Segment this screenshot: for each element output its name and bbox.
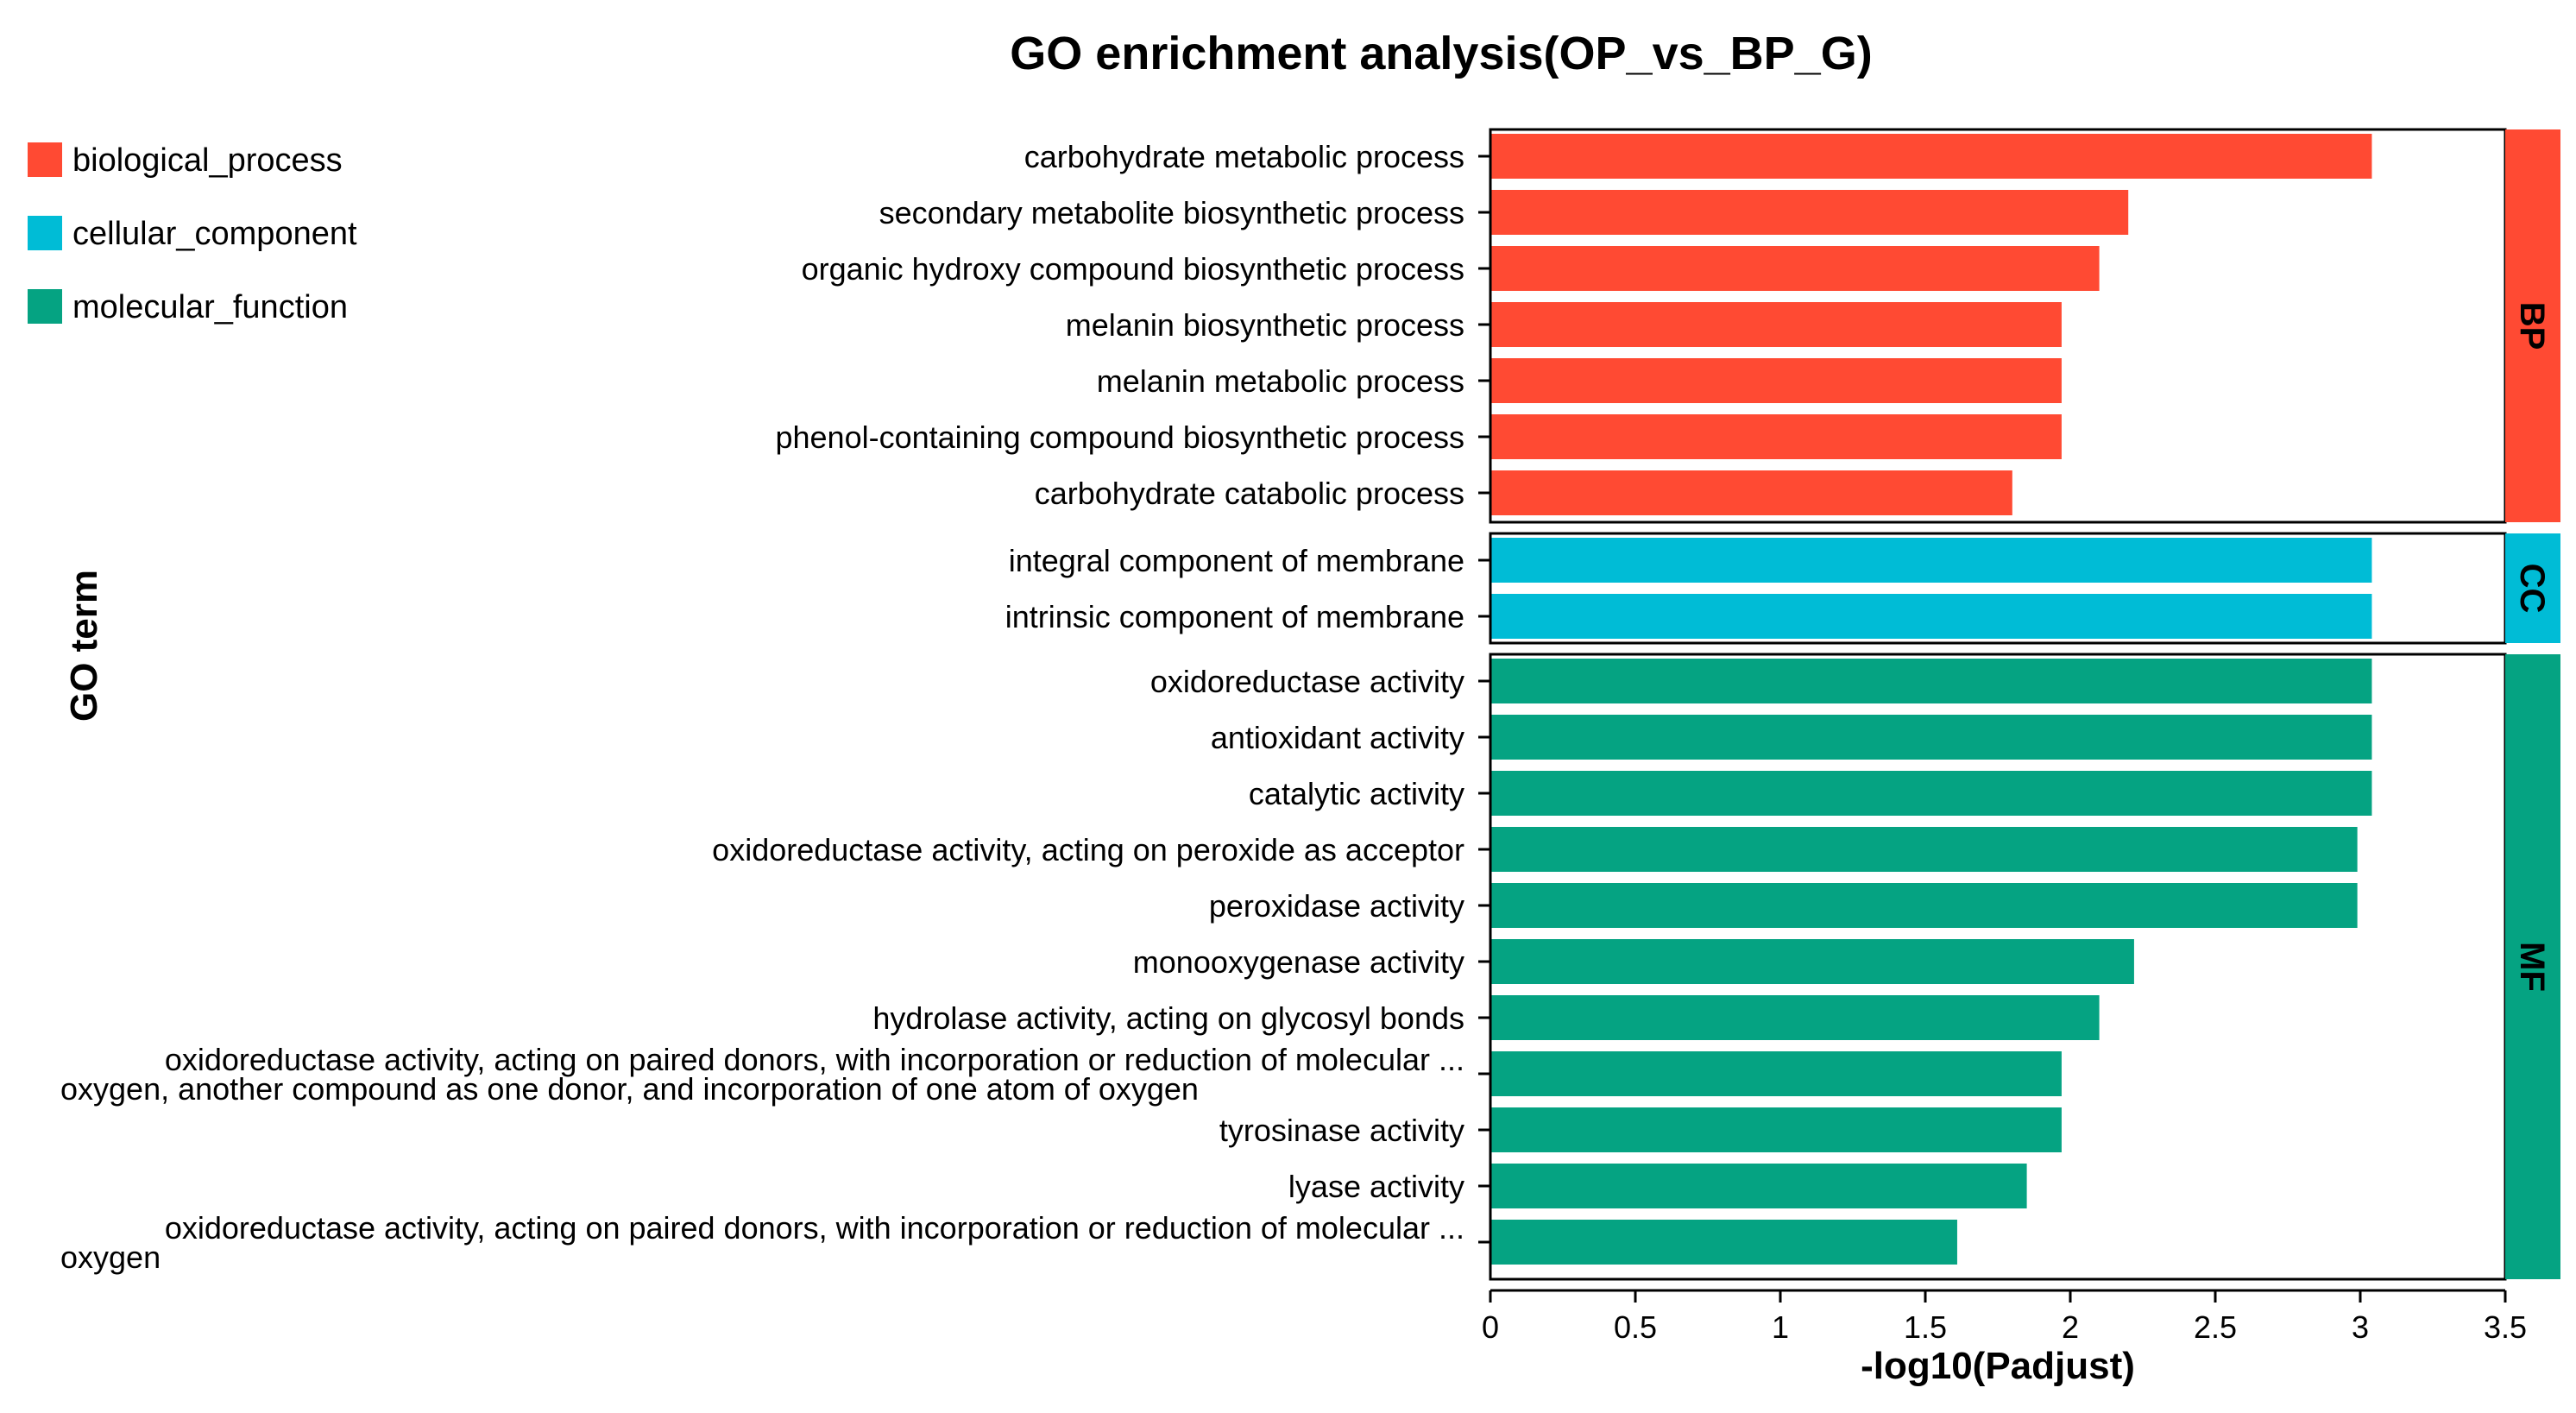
- panel-strip-BP: [2505, 129, 2560, 522]
- x-tick-label: 3.5: [2484, 1309, 2527, 1345]
- bar-BP-1: [1490, 190, 2129, 235]
- bar-BP-4: [1490, 358, 2062, 403]
- bar-BP-0: [1490, 134, 2372, 179]
- bar-MF-2: [1490, 771, 2372, 816]
- bar-MF-4: [1490, 883, 2358, 928]
- bar-MF-7: [1490, 1051, 2062, 1096]
- bar-MF-3: [1490, 827, 2358, 872]
- bar-MF-0: [1490, 659, 2372, 703]
- legend-swatch-molecular_function: [28, 289, 62, 324]
- x-tick-label: 1.5: [1904, 1309, 1947, 1345]
- category-label: organic hydroxy compound biosynthetic pr…: [802, 251, 1464, 287]
- category-label: tyrosinase activity: [1219, 1113, 1464, 1148]
- category-label: intrinsic component of membrane: [1005, 599, 1464, 634]
- panel-strip-MF: [2505, 654, 2560, 1279]
- panel-code-MF: MF: [2513, 942, 2551, 992]
- bar-MF-10: [1490, 1220, 1957, 1265]
- category-label-continuation: oxygen: [60, 1240, 161, 1275]
- category-label: phenol-containing compound biosynthetic …: [775, 419, 1464, 455]
- category-label: carbohydrate metabolic process: [1024, 139, 1464, 174]
- y-axis-label: GO term: [63, 570, 105, 722]
- x-tick-label: 0.5: [1614, 1309, 1657, 1345]
- category-label: oxidoreductase activity: [1150, 664, 1464, 699]
- category-label: melanin metabolic process: [1097, 363, 1464, 399]
- bar-BP-6: [1490, 470, 2012, 515]
- x-tick-label: 2.5: [2194, 1309, 2237, 1345]
- bars: carbohydrate metabolic process secondary …: [60, 134, 2372, 1275]
- bar-MF-6: [1490, 995, 2100, 1040]
- x-tick-label: 1: [1772, 1309, 1789, 1345]
- category-label: antioxidant activity: [1211, 720, 1464, 755]
- bar-MF-1: [1490, 715, 2372, 760]
- x-tick-label: 2: [2062, 1309, 2079, 1345]
- category-label: integral component of membrane: [1009, 543, 1464, 578]
- category-label: oxidoreductase activity, acting on paire…: [165, 1210, 1464, 1246]
- category-label: lyase activity: [1288, 1169, 1464, 1204]
- category-label: catalytic activity: [1249, 776, 1464, 811]
- category-label: melanin biosynthetic process: [1066, 307, 1464, 343]
- panel-code-CC: CC: [2513, 564, 2551, 614]
- group-panels: BP CC MF: [1489, 128, 2560, 1281]
- legend-label-biological_process: biological_process: [72, 142, 343, 179]
- bar-MF-8: [1490, 1107, 2062, 1152]
- x-tick-label: 0: [1482, 1309, 1499, 1345]
- bar-BP-5: [1490, 414, 2062, 459]
- category-label: oxidoreductase activity, acting on paire…: [165, 1042, 1464, 1077]
- category-label: carbohydrate catabolic process: [1035, 476, 1464, 511]
- bar-CC-0: [1490, 538, 2372, 583]
- panel-strip-CC: [2505, 533, 2560, 643]
- chart-title: GO enrichment analysis(OP_vs_BP_G): [1010, 28, 1872, 79]
- x-tick-label: 3: [2352, 1309, 2369, 1345]
- category-label: secondary metabolite biosynthetic proces…: [879, 195, 1464, 230]
- bar-MF-9: [1490, 1164, 2027, 1208]
- legend: biological_process cellular_componentmole…: [28, 142, 357, 325]
- category-label-continuation: oxygen, another compound as one donor, a…: [60, 1071, 1199, 1107]
- category-label: hydrolase activity, acting on glycosyl b…: [872, 1000, 1464, 1036]
- bar-CC-1: [1490, 594, 2372, 639]
- legend-swatch-cellular_component: [28, 216, 62, 250]
- legend-label-molecular_function: molecular_function: [72, 289, 348, 325]
- bar-MF-5: [1490, 939, 2134, 984]
- legend-label-cellular_component: cellular_component: [72, 216, 357, 252]
- category-label: oxidoreductase activity, acting on perox…: [712, 832, 1464, 867]
- x-axis-label: -log10(Padjust): [1861, 1345, 2135, 1387]
- bar-BP-2: [1490, 246, 2100, 291]
- legend-swatch-biological_process: [28, 142, 62, 177]
- panel-code-BP: BP: [2513, 302, 2551, 350]
- x-axis: 0 0.5 1 1.5 2 2.5 3 3.5: [1482, 1289, 2527, 1345]
- bar-BP-3: [1490, 302, 2062, 347]
- category-label: peroxidase activity: [1209, 888, 1464, 924]
- category-label: monooxygenase activity: [1133, 944, 1464, 980]
